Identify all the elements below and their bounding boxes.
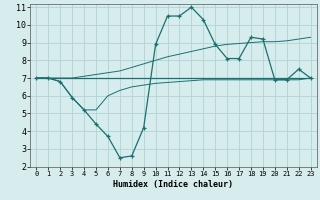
X-axis label: Humidex (Indice chaleur): Humidex (Indice chaleur) <box>114 180 234 189</box>
